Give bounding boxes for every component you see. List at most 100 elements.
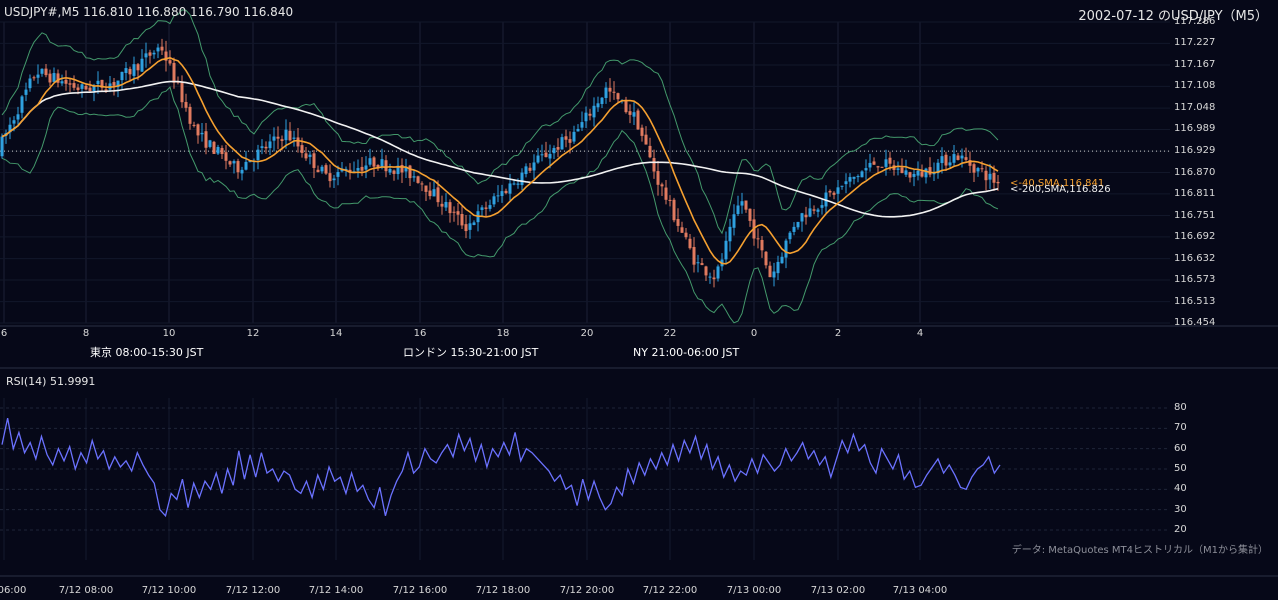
- candle-body: [748, 208, 752, 221]
- candle-body: [316, 169, 320, 173]
- candle-body: [856, 176, 860, 178]
- candle-body: [164, 51, 168, 61]
- candle-body: [388, 168, 392, 173]
- time-tick-label: 7/13 02:00: [810, 585, 866, 596]
- candle-body: [768, 265, 772, 278]
- candle-body: [216, 146, 220, 154]
- candle-body: [420, 183, 424, 185]
- candle-body: [956, 155, 960, 160]
- candle-body: [372, 157, 376, 167]
- candle-body: [196, 124, 200, 136]
- price-tick-label: 116.513: [1174, 295, 1216, 307]
- candle-body: [544, 152, 548, 158]
- candle-body: [20, 96, 24, 113]
- candle-body: [156, 47, 160, 52]
- time-tick-label: 7/12 10:00: [141, 585, 197, 596]
- candle-body: [688, 238, 692, 249]
- time-tick-label: 7/13 04:00: [892, 585, 948, 596]
- candle-body: [528, 167, 532, 171]
- candle-body: [488, 205, 492, 209]
- candle-body: [708, 276, 712, 278]
- candle-body: [700, 263, 704, 266]
- price-tick-label: 117.227: [1174, 37, 1216, 49]
- candle-body: [796, 221, 800, 228]
- candle-body: [404, 166, 408, 172]
- candle-body: [900, 167, 904, 174]
- candle-body: [428, 190, 432, 197]
- candle-body: [616, 93, 620, 100]
- candle-body: [592, 105, 596, 118]
- candle-body: [256, 149, 260, 161]
- price-tick-label: 117.108: [1174, 80, 1216, 92]
- price-tick-label: 116.573: [1174, 273, 1216, 285]
- candle-body: [564, 136, 568, 140]
- candle-body: [152, 52, 156, 55]
- time-tick-label: 7/12 12:00: [225, 585, 281, 596]
- grid-lines: [0, 21, 1278, 577]
- candle-body: [596, 103, 600, 108]
- candle-body: [800, 213, 804, 222]
- candle-body: [440, 203, 444, 207]
- price-tick-label: 117.048: [1174, 102, 1216, 114]
- hour-tick-label: 4: [916, 328, 924, 339]
- candle-body: [380, 159, 384, 167]
- candle-body: [224, 152, 228, 161]
- candle-body: [884, 159, 888, 167]
- candle-body: [228, 161, 232, 165]
- candle-body: [860, 171, 864, 178]
- sma200-label: <-200,SMA,116.826: [1010, 184, 1111, 195]
- candle-body: [772, 271, 776, 278]
- candle-body: [464, 224, 468, 232]
- candle-body: [660, 184, 664, 187]
- session-newyork: NY 21:00-06:00 JST: [633, 346, 740, 359]
- candle-body: [756, 238, 760, 240]
- candle-body: [384, 160, 388, 172]
- candle-body: [760, 239, 764, 251]
- session-tokyo: 東京 08:00-15:30 JST: [90, 346, 204, 359]
- candle-body: [588, 113, 592, 116]
- candle-body: [212, 141, 216, 154]
- candle-body: [572, 131, 576, 142]
- candle-body: [180, 82, 184, 103]
- candle-body: [80, 84, 84, 89]
- candle-body: [496, 195, 500, 197]
- candle-body: [136, 64, 140, 71]
- candle-body: [432, 189, 436, 197]
- candle-body: [468, 223, 472, 230]
- candle-body: [32, 77, 36, 79]
- time-tick-label: 7/12 20:00: [559, 585, 615, 596]
- candle-body: [924, 168, 928, 178]
- bollinger-bands: [1, 9, 999, 324]
- candle-body: [24, 89, 28, 95]
- candle-body: [232, 161, 236, 164]
- candle-body: [144, 53, 148, 58]
- hour-tick-label: 12: [246, 328, 260, 339]
- candle-body: [940, 156, 944, 164]
- candle-body: [472, 222, 476, 225]
- candle-body: [124, 68, 128, 74]
- candle-body: [376, 164, 380, 168]
- candle-body: [692, 247, 696, 265]
- candle-body: [236, 161, 240, 173]
- candle-body: [524, 166, 528, 175]
- candle-body: [560, 137, 564, 150]
- symbol-title: USDJPY#,M5 116.810 116.880 116.790 116.8…: [4, 5, 294, 19]
- moving-averages: [1, 56, 999, 265]
- candle-body: [704, 266, 708, 276]
- candle-body: [580, 122, 584, 128]
- candle-body: [452, 211, 456, 213]
- candle-body: [576, 128, 580, 132]
- candle-body: [288, 130, 292, 141]
- candle-body: [916, 170, 920, 176]
- candle-body: [272, 136, 276, 141]
- candle-body: [512, 183, 516, 185]
- candle-body: [332, 178, 336, 181]
- candle-body: [664, 187, 668, 200]
- candle-body: [764, 251, 768, 266]
- candle-body: [412, 176, 416, 178]
- candle-body: [92, 85, 96, 92]
- candle-body: [628, 111, 632, 115]
- candle-body: [104, 89, 108, 91]
- candle-body: [920, 171, 924, 177]
- time-tick-label: 7/13 00:00: [726, 585, 782, 596]
